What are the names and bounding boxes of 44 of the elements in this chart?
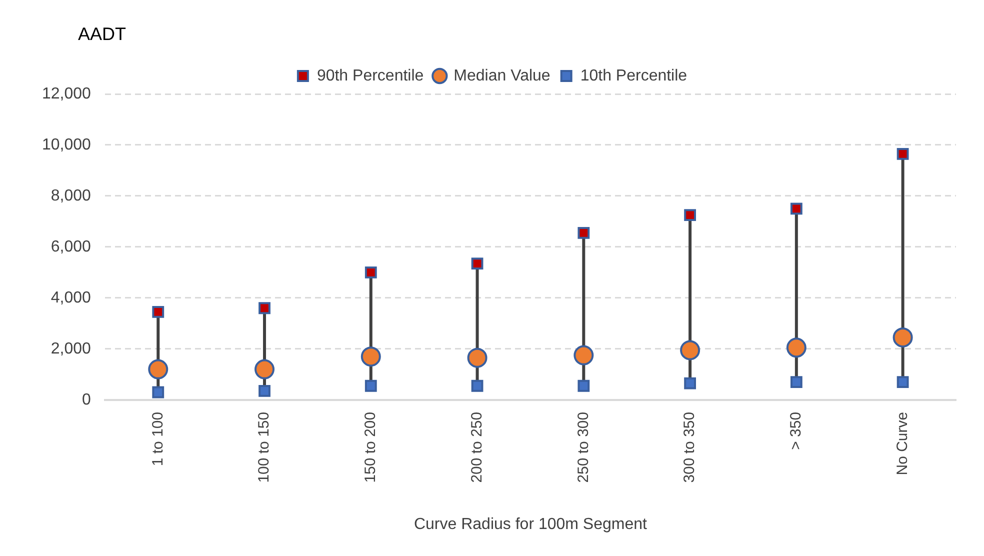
y-axis-title: AADT — [78, 24, 126, 44]
point — [578, 226, 590, 239]
point — [680, 340, 700, 360]
point — [790, 376, 802, 388]
point — [471, 380, 484, 392]
x-tick-label: 250 to 300 — [574, 412, 592, 483]
point — [578, 380, 590, 392]
point — [684, 209, 696, 222]
x-tick-label: 1 to 100 — [149, 412, 166, 466]
point — [364, 380, 377, 392]
y-tick-label: 4,000 — [50, 289, 92, 306]
legend-label: 90th Percentile — [316, 67, 424, 84]
point — [684, 377, 696, 390]
point — [152, 386, 164, 398]
y-tick-label: 0 — [82, 391, 92, 408]
x-tick-label: 100 to 150 — [256, 412, 273, 483]
point — [574, 345, 594, 366]
y-tick-label: 6,000 — [50, 238, 92, 256]
point — [258, 302, 270, 314]
x-tick-label: 150 to 200 — [362, 412, 380, 483]
point — [360, 346, 381, 367]
legend-label: Median Value — [454, 67, 550, 84]
point — [254, 359, 275, 380]
y-tick-label: 10,000 — [42, 136, 92, 154]
point — [467, 348, 488, 368]
point — [786, 338, 806, 358]
point — [790, 202, 802, 215]
point — [364, 266, 377, 278]
legend-label: 10th Percentile — [580, 67, 688, 84]
x-tick-label: > 350 — [788, 412, 805, 450]
x-tick-label: 300 to 350 — [681, 412, 698, 483]
x-tick-label: No Curve — [894, 412, 911, 476]
point — [896, 376, 909, 388]
point — [148, 359, 168, 380]
point — [471, 258, 484, 270]
point — [892, 327, 913, 348]
point — [896, 148, 909, 160]
x-axis-title: Curve Radius for 100m Segment — [414, 516, 648, 533]
x-tick-label: 200 to 250 — [468, 412, 486, 483]
point — [258, 385, 270, 397]
y-tick-label: 2,000 — [50, 340, 92, 358]
y-tick-label: 8,000 — [50, 187, 92, 204]
point — [152, 306, 164, 318]
y-tick-label: 12,000 — [42, 85, 92, 102]
